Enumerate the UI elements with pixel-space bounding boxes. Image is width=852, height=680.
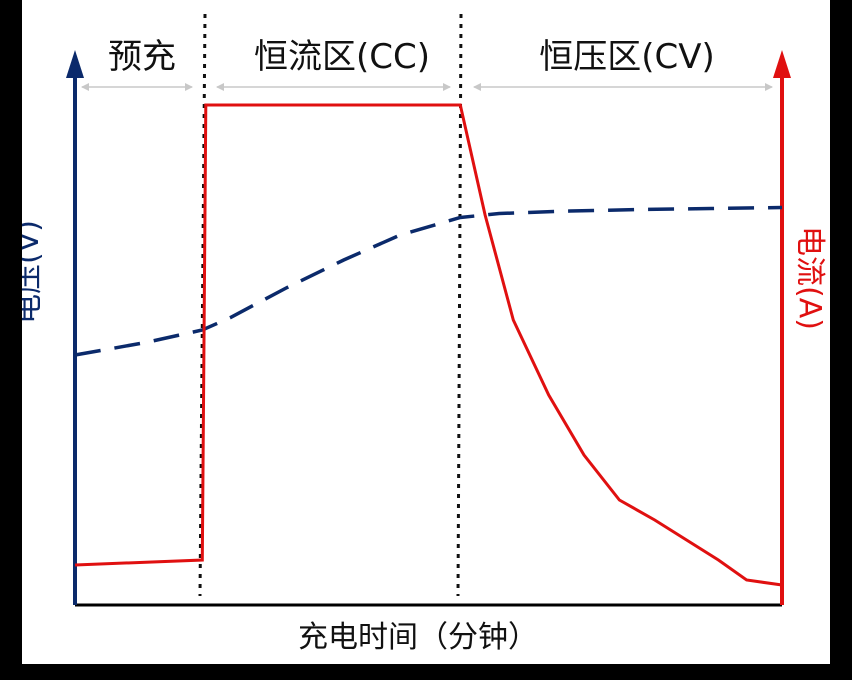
- right-axis-title: 电流(A): [792, 226, 827, 330]
- x-axis-title: 充电时间（分钟）: [298, 620, 538, 655]
- current-series-line: [74, 103, 783, 587]
- phase-label-precharge: 预充: [108, 37, 176, 77]
- voltage-series-line: [74, 205, 783, 357]
- phase-label-cv: 恒压区(CV): [539, 37, 715, 77]
- charging-curve-chart: 预充 恒流区(CC) 恒压区(CV) 电压(V) 电流(A) 充电时间（分钟）: [22, 13, 827, 655]
- phase-divider-2: [456, 13, 463, 597]
- left-axis-arrowhead: [66, 50, 84, 78]
- right-axis-arrowhead: [773, 50, 791, 78]
- chart-panel: 预充 恒流区(CC) 恒压区(CV) 电压(V) 电流(A) 充电时间（分钟）: [22, 0, 830, 664]
- left-axis-title: 电压(V): [22, 220, 46, 324]
- phase-label-cc: 恒流区(CC): [254, 37, 430, 77]
- phase-divider-1: [198, 13, 207, 597]
